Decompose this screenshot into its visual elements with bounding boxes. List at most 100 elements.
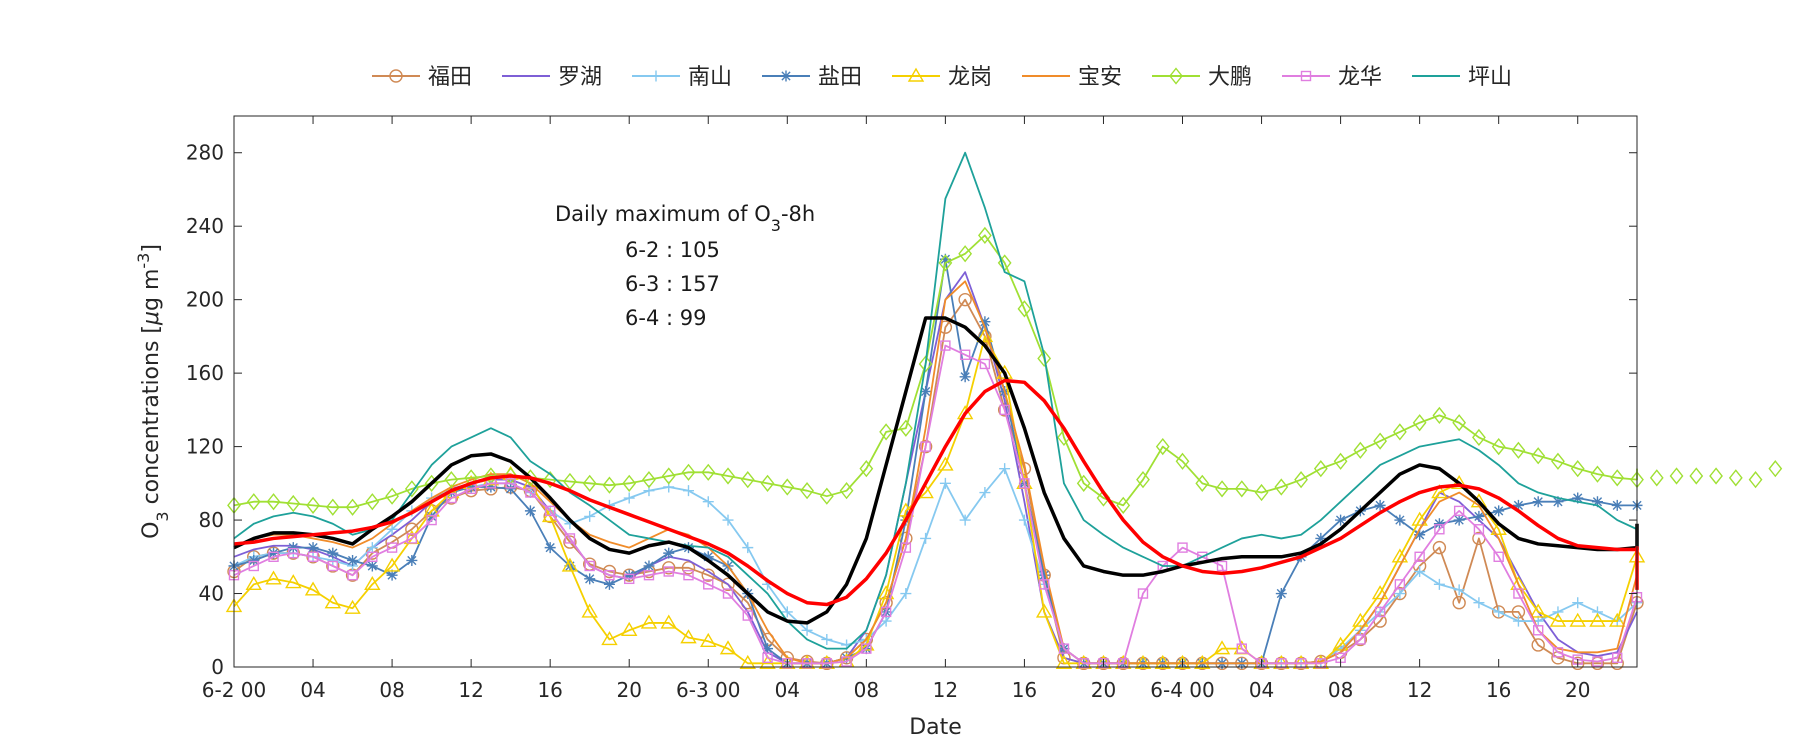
data-point <box>1076 474 1091 492</box>
data-point <box>1412 414 1427 432</box>
data-point <box>1275 588 1287 600</box>
data-point <box>1592 656 1603 667</box>
data-point <box>1335 514 1347 526</box>
y-axis-title: O3 concentrations [μg m-3] <box>134 244 172 539</box>
data-point <box>1532 625 1544 636</box>
legend-label: 福田 <box>428 65 472 90</box>
data-point <box>325 498 340 516</box>
data-point <box>920 441 931 452</box>
data-point <box>505 478 516 489</box>
data-point <box>742 542 754 554</box>
y-title-sub: 3 <box>153 511 172 521</box>
series-7 <box>228 340 1643 669</box>
data-point <box>1333 452 1348 470</box>
data-point <box>721 577 735 592</box>
data-point <box>582 474 597 492</box>
data-point <box>444 471 459 489</box>
data-point <box>959 514 971 526</box>
data-point <box>918 439 933 454</box>
series-line-10 <box>233 378 1639 607</box>
data-point <box>1098 658 1109 669</box>
data-point <box>563 535 577 549</box>
y-tick-label: 240 <box>186 214 224 238</box>
data-point <box>620 621 638 636</box>
data-point <box>979 487 991 499</box>
data-point <box>1313 460 1328 478</box>
series-line-6 <box>233 234 1638 509</box>
data-point <box>464 469 479 487</box>
data-point <box>1392 423 1407 441</box>
data-point <box>959 371 971 383</box>
data-point <box>702 496 714 508</box>
data-point <box>1355 634 1366 645</box>
data-point <box>1055 654 1073 670</box>
legend-item: 南山 <box>632 65 732 90</box>
data-point <box>406 533 418 544</box>
data-point <box>1118 658 1129 669</box>
data-point <box>937 456 954 471</box>
data-point <box>1300 70 1312 82</box>
data-point <box>1155 437 1170 456</box>
data-point <box>907 67 925 82</box>
y-tick-label: 80 <box>199 508 224 532</box>
data-point <box>426 514 437 526</box>
data-point <box>1452 414 1467 432</box>
data-point <box>1768 460 1783 478</box>
data-point <box>385 487 399 505</box>
data-point <box>1019 478 1030 489</box>
data-point <box>1572 492 1584 504</box>
data-point <box>1394 514 1406 526</box>
legend-item: 坪山 <box>1412 65 1512 90</box>
x-tick-label: 04 <box>1249 678 1274 702</box>
data-point <box>821 658 833 669</box>
legend-label: 龙华 <box>1338 65 1382 90</box>
data-point <box>364 575 381 591</box>
data-point <box>327 560 339 572</box>
y-title-g: g m <box>139 269 164 311</box>
data-point <box>801 658 813 669</box>
data-point <box>760 474 775 492</box>
data-point <box>662 561 676 575</box>
annotation-title-pre: Daily maximum of O <box>555 202 771 226</box>
annotation-title: Daily maximum of O3-8h <box>555 202 815 235</box>
data-point <box>660 614 677 629</box>
data-point <box>979 358 991 370</box>
data-point <box>1035 603 1053 618</box>
data-point <box>1134 654 1152 670</box>
data-point <box>979 316 991 328</box>
x-tick-label: 6-4 00 <box>1150 678 1214 702</box>
data-point <box>1473 597 1485 609</box>
data-point <box>386 542 398 553</box>
y-tick-label: 120 <box>186 435 224 459</box>
data-point <box>1473 524 1485 535</box>
data-point <box>663 547 675 559</box>
data-point <box>1216 560 1228 572</box>
legend-label: 盐田 <box>818 65 862 90</box>
data-point <box>958 245 973 263</box>
data-point <box>622 474 637 492</box>
data-point <box>365 493 380 511</box>
data-point <box>703 579 714 590</box>
data-point <box>1452 596 1466 610</box>
data-point <box>762 652 773 664</box>
data-point <box>898 419 913 437</box>
data-point <box>681 463 696 481</box>
data-point <box>1610 469 1625 487</box>
x-tick-label: 04 <box>300 678 325 702</box>
data-point <box>1391 548 1409 563</box>
data-point <box>1037 349 1052 368</box>
data-point <box>1529 603 1547 618</box>
data-point <box>1256 658 1267 669</box>
legend: 福田 罗湖 南山 盐田 龙岗 宝安 大鹏 龙华 坪山 <box>372 65 1512 90</box>
data-point <box>1136 471 1150 489</box>
data-point <box>288 547 299 559</box>
data-point <box>1552 606 1564 618</box>
series-9 <box>233 316 1639 625</box>
data-point <box>248 560 259 572</box>
legend-label: 龙岗 <box>948 65 992 90</box>
data-point <box>446 492 457 504</box>
x-tick-label: 08 <box>854 678 879 702</box>
data-point <box>245 575 262 591</box>
y-title-mid: concentrations [ <box>139 325 164 511</box>
y-title-o: O <box>139 522 164 539</box>
